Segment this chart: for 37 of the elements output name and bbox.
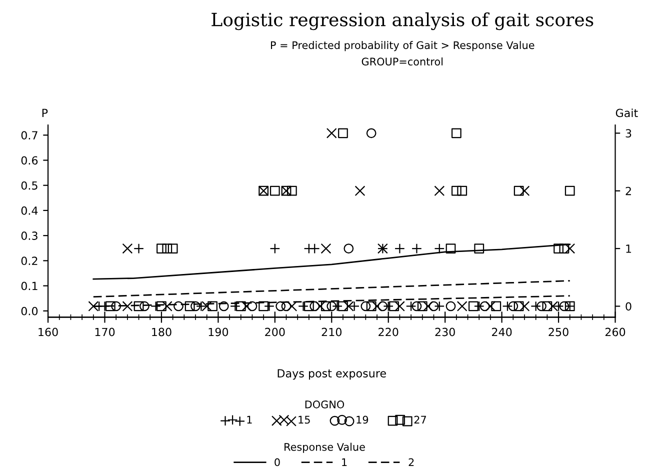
y-tick-label: 0.1 — [21, 282, 38, 290]
y-axis-title: P — [42, 108, 48, 118]
x-axis-title: Days post exposure — [278, 369, 386, 380]
x-tick-label: 260 — [605, 328, 626, 336]
y2-axis-title: Gait — [616, 108, 638, 118]
legend-label: 15 — [298, 416, 310, 424]
legend-title: DOGNO — [305, 400, 344, 408]
y-tick-label: 0.4 — [21, 206, 38, 215]
legend-label: 19 — [356, 416, 368, 424]
y-tick-label: 0.0 — [21, 306, 38, 316]
x-tick-label: 250 — [548, 328, 568, 336]
chart-title: Logistic regression analysis of gait scores — [212, 12, 594, 30]
x-tick-label: 180 — [152, 328, 172, 336]
x-tick-label: 220 — [378, 328, 398, 336]
y2-tick-label: 1 — [626, 244, 632, 253]
x-tick-label: 190 — [208, 328, 228, 336]
chart-subtitle: P = Predicted probability of Gait > Response Value GROUP=control — [271, 41, 534, 66]
y-tick-label: 0.7 — [21, 131, 38, 140]
legend-label: 1 — [247, 416, 252, 424]
y2-tick-label: 0 — [626, 302, 632, 311]
x-tick-label: 170 — [95, 328, 115, 336]
y2-tick-label: 2 — [626, 186, 631, 196]
y-tick-label: 0.3 — [21, 232, 38, 240]
x-tick-label: 200 — [265, 328, 285, 336]
text: Response Value — [284, 442, 365, 453]
y-tick-label: 0.6 — [21, 156, 38, 165]
legend-label: 1 — [342, 458, 347, 466]
y-tick-label: 0.5 — [21, 181, 38, 190]
y-tick-label: 0.2 — [21, 256, 38, 266]
legend-label: 27 — [414, 416, 426, 424]
x-tick-label: 230 — [435, 328, 455, 336]
y2-tick-label: 3 — [626, 129, 632, 138]
legend-label: 0 — [274, 458, 280, 466]
x-tick-label: 210 — [322, 328, 342, 336]
legend-label: 2 — [408, 458, 414, 466]
x-tick-label: 160 — [38, 328, 58, 336]
x-tick-label: 240 — [492, 328, 512, 336]
